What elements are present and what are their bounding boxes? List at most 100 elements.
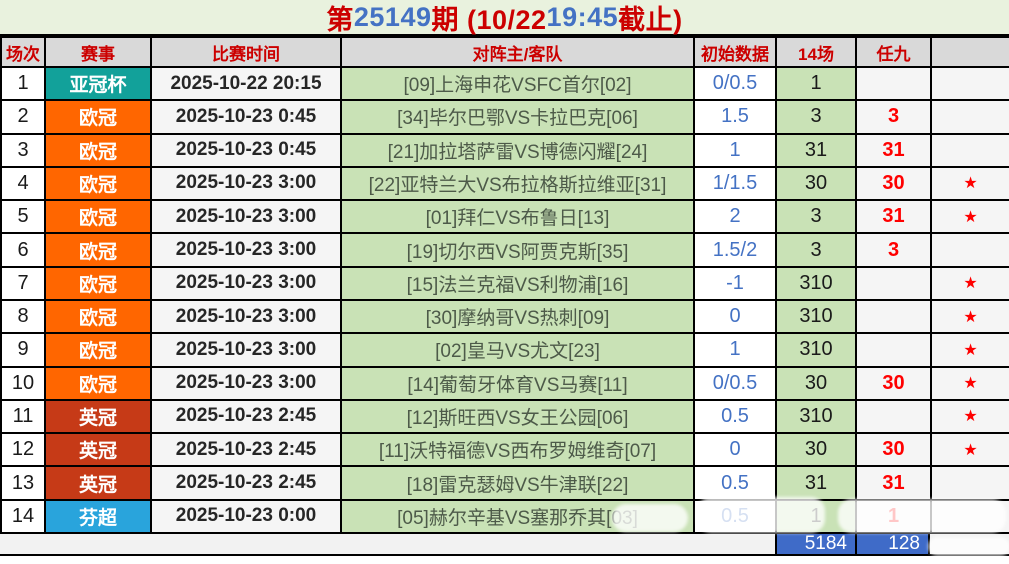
match-row: 3 欧冠 2025-10-23 0:45 [21]加拉塔萨雷VS博德闪耀[24]…: [0, 132, 1009, 168]
pool14-cell: 30: [775, 165, 857, 202]
match-no-cell: 13: [0, 465, 46, 501]
initial-odds-cell: 1/1.5: [693, 165, 777, 202]
league-badge: 欧冠: [44, 365, 152, 401]
star-icon: [930, 99, 1009, 135]
pool14-cell: 1: [775, 65, 857, 102]
match-time-cell: 2025-10-23 0:00: [150, 498, 342, 535]
totals-row: 5184 128: [0, 533, 1009, 556]
match-time-cell: 2025-10-23 3:00: [150, 365, 342, 401]
ren9-cell: 3: [855, 232, 932, 268]
league-badge: 欧冠: [44, 265, 152, 301]
match-row: 9 欧冠 2025-10-23 3:00 [02]皇马VS尤文[23] 1 31…: [0, 332, 1009, 368]
pool14-cell: 3: [775, 199, 857, 235]
ren9-cell: 31: [855, 132, 932, 168]
match-row: 8 欧冠 2025-10-23 3:00 [30]摩纳哥VS热刺[09] 0 3…: [0, 298, 1009, 335]
match-time-cell: 2025-10-23 2:45: [150, 432, 342, 468]
match-no-cell: 14: [0, 498, 46, 535]
teams-cell: [09]上海申花VSFC首尔[02]: [340, 65, 695, 102]
match-row: 7 欧冠 2025-10-23 3:00 [15]法兰克福VS利物浦[16] -…: [0, 265, 1009, 301]
initial-odds-cell: 2: [693, 199, 777, 235]
teams-cell: [15]法兰克福VS利物浦[16]: [340, 265, 695, 301]
total-ren9-cell: 128: [855, 533, 930, 554]
match-row: 11 英冠 2025-10-23 2:45 [12]斯旺西VS女王公园[06] …: [0, 398, 1009, 435]
ren9-cell: [855, 332, 932, 368]
ren9-cell: 3: [855, 99, 932, 135]
period-title: 第 25149 期 (10/22 19:45 截止): [0, 0, 1009, 36]
match-row: 5 欧冠 2025-10-23 3:00 [01]拜仁VS布鲁日[13] 2 3…: [0, 199, 1009, 235]
pool14-cell: 310: [775, 398, 857, 435]
match-no-cell: 2: [0, 99, 46, 135]
teams-cell: [19]切尔西VS阿贾克斯[35]: [340, 232, 695, 268]
teams-cell: [12]斯旺西VS女王公园[06]: [340, 398, 695, 435]
title-segment: 第: [326, 4, 354, 35]
pool14-cell: 31: [775, 465, 857, 501]
star-icon: ★: [930, 165, 1009, 202]
initial-odds-cell: -1: [693, 265, 777, 301]
initial-odds-cell: 1.5: [693, 99, 777, 135]
col-header-star: [930, 36, 1009, 68]
col-header-match-time: 比赛时间: [150, 36, 342, 68]
league-badge: 欧冠: [44, 99, 152, 135]
watermark-blob: [928, 537, 1009, 556]
ren9-cell: [855, 65, 932, 102]
teams-cell: [11]沃特福德VS西布罗姆维奇[07]: [340, 432, 695, 468]
col-header-ren9: 任九: [855, 36, 932, 68]
match-time-cell: 2025-10-23 3:00: [150, 232, 342, 268]
league-badge: 英冠: [44, 465, 152, 501]
league-badge: 芬超: [44, 498, 152, 535]
league-badge: 亚冠杯: [44, 65, 152, 102]
pool14-cell: 30: [775, 432, 857, 468]
col-header-14: 14场: [775, 36, 857, 68]
league-badge: 欧冠: [44, 332, 152, 368]
match-time-cell: 2025-10-23 3:00: [150, 332, 342, 368]
league-badge: 英冠: [44, 432, 152, 468]
initial-odds-cell: 1.5/2: [693, 232, 777, 268]
pool14-cell: 31: [775, 132, 857, 168]
teams-cell: [34]毕尔巴鄂VS卡拉巴克[06]: [340, 99, 695, 135]
initial-odds-cell: 1: [693, 132, 777, 168]
col-header-teams: 对阵主/客队: [340, 36, 695, 68]
star-icon: ★: [930, 265, 1009, 301]
star-icon: ★: [930, 432, 1009, 468]
match-time-cell: 2025-10-23 3:00: [150, 265, 342, 301]
star-icon: [930, 132, 1009, 168]
league-badge: 欧冠: [44, 199, 152, 235]
ren9-cell: 30: [855, 165, 932, 202]
initial-odds-cell: 0: [693, 432, 777, 468]
ren9-cell: 30: [855, 432, 932, 468]
teams-cell: [21]加拉塔萨雷VS博德闪耀[24]: [340, 132, 695, 168]
teams-cell: [22]亚特兰大VS布拉格斯拉维亚[31]: [340, 165, 695, 202]
initial-odds-cell: 0/0.5: [693, 65, 777, 102]
initial-odds-cell: 0.5: [693, 465, 777, 501]
matches-table: 场次 赛事 比赛时间 对阵主/客队 初始数据 14场 任九 1 亚冠杯 2025…: [0, 36, 1009, 535]
period-number: 25149: [353, 1, 432, 32]
initial-odds-cell: 0: [693, 298, 777, 335]
match-no-cell: 12: [0, 432, 46, 468]
deadline-time: 19:45: [546, 1, 619, 32]
star-icon: ★: [930, 398, 1009, 435]
ren9-cell: 31: [855, 199, 932, 235]
match-row: 10 欧冠 2025-10-23 3:00 [14]葡萄牙体育VS马赛[11] …: [0, 365, 1009, 401]
pool14-cell: 3: [775, 232, 857, 268]
match-no-cell: 1: [0, 65, 46, 102]
ren9-cell: [855, 298, 932, 335]
initial-odds-cell: 0/0.5: [693, 365, 777, 401]
star-icon: ★: [930, 298, 1009, 335]
ren9-cell: 30: [855, 365, 932, 401]
pool14-cell: 30: [775, 365, 857, 401]
watermark-blob: [697, 497, 825, 533]
star-icon: ★: [930, 365, 1009, 401]
star-icon: [930, 65, 1009, 102]
match-time-cell: 2025-10-23 2:45: [150, 398, 342, 435]
match-row: 2 欧冠 2025-10-23 0:45 [34]毕尔巴鄂VS卡拉巴克[06] …: [0, 99, 1009, 135]
match-no-cell: 6: [0, 232, 46, 268]
watermark-blob: [612, 504, 688, 532]
pool14-cell: 310: [775, 332, 857, 368]
match-row: 13 英冠 2025-10-23 2:45 [18]雷克瑟姆VS牛津联[22] …: [0, 465, 1009, 501]
ren9-cell: [855, 265, 932, 301]
match-time-cell: 2025-10-23 3:00: [150, 199, 342, 235]
pool14-cell: 310: [775, 265, 857, 301]
match-time-cell: 2025-10-23 0:45: [150, 99, 342, 135]
star-icon: ★: [930, 332, 1009, 368]
